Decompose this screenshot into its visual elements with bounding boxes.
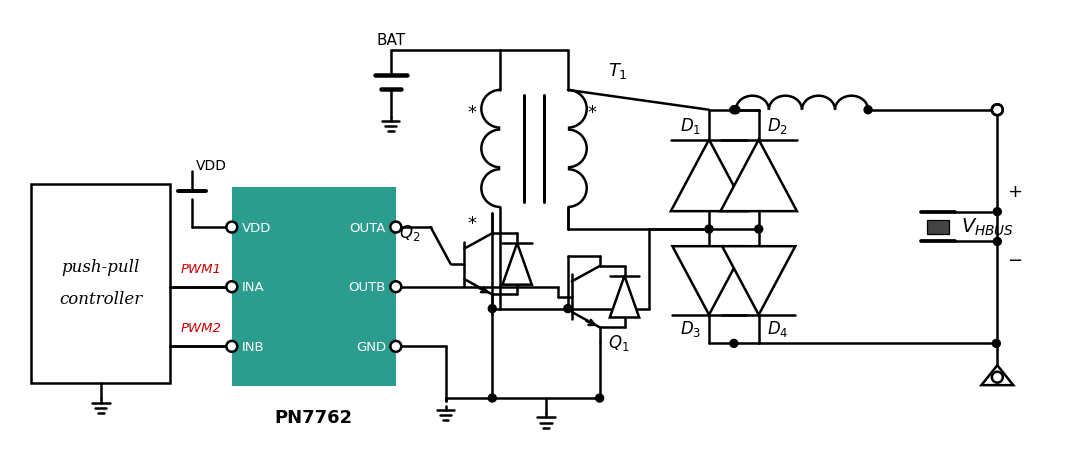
- Circle shape: [991, 105, 1003, 116]
- Circle shape: [227, 222, 238, 233]
- Circle shape: [390, 341, 402, 352]
- Text: INA: INA: [242, 281, 265, 294]
- Text: PN7762: PN7762: [274, 408, 353, 426]
- Text: BAT: BAT: [376, 33, 405, 48]
- Circle shape: [564, 305, 571, 313]
- Polygon shape: [723, 247, 795, 315]
- Text: PWM1: PWM1: [180, 262, 221, 275]
- Bar: [927, 220, 948, 234]
- Text: $Q_2$: $Q_2$: [400, 222, 421, 242]
- Circle shape: [864, 107, 872, 115]
- Circle shape: [732, 107, 740, 115]
- Circle shape: [993, 340, 1000, 347]
- Bar: [31, 185, 171, 383]
- Polygon shape: [610, 276, 639, 318]
- Polygon shape: [673, 247, 745, 315]
- Text: $V_\mathregular{HBUS}$: $V_\mathregular{HBUS}$: [960, 217, 1014, 238]
- Text: +: +: [1008, 182, 1023, 200]
- Text: INB: INB: [242, 340, 265, 353]
- Text: $Q_1$: $Q_1$: [608, 333, 629, 353]
- Circle shape: [755, 226, 762, 234]
- Circle shape: [991, 372, 1003, 383]
- Text: $T_1$: $T_1$: [608, 61, 627, 81]
- Text: *: *: [468, 214, 477, 232]
- Circle shape: [994, 238, 1001, 246]
- Circle shape: [730, 340, 738, 347]
- Circle shape: [730, 107, 738, 115]
- Circle shape: [991, 105, 1003, 116]
- Text: push-pull: push-pull: [62, 259, 139, 276]
- Text: *: *: [468, 103, 477, 121]
- Circle shape: [705, 226, 713, 234]
- Circle shape: [994, 208, 1001, 216]
- Text: $D_2$: $D_2$: [767, 115, 787, 135]
- Text: VDD: VDD: [195, 159, 227, 173]
- Polygon shape: [671, 140, 747, 212]
- Circle shape: [488, 394, 496, 402]
- Circle shape: [488, 305, 496, 313]
- Circle shape: [596, 394, 604, 402]
- Polygon shape: [720, 140, 797, 212]
- Text: PWM2: PWM2: [180, 322, 221, 335]
- Text: $D_1$: $D_1$: [680, 115, 701, 135]
- Circle shape: [227, 341, 238, 352]
- Text: VDD: VDD: [242, 221, 271, 234]
- Bar: [232, 188, 396, 387]
- Polygon shape: [502, 244, 531, 285]
- Text: OUTB: OUTB: [349, 281, 386, 294]
- Text: $D_3$: $D_3$: [679, 319, 701, 339]
- Text: OUTA: OUTA: [350, 221, 386, 234]
- Text: GND: GND: [355, 340, 386, 353]
- Circle shape: [390, 282, 402, 293]
- Text: $D_4$: $D_4$: [767, 319, 788, 339]
- Circle shape: [390, 222, 402, 233]
- Text: *: *: [588, 103, 596, 121]
- Text: controller: controller: [59, 290, 143, 307]
- Circle shape: [227, 282, 238, 293]
- Text: −: −: [1008, 252, 1023, 270]
- Polygon shape: [982, 366, 1013, 386]
